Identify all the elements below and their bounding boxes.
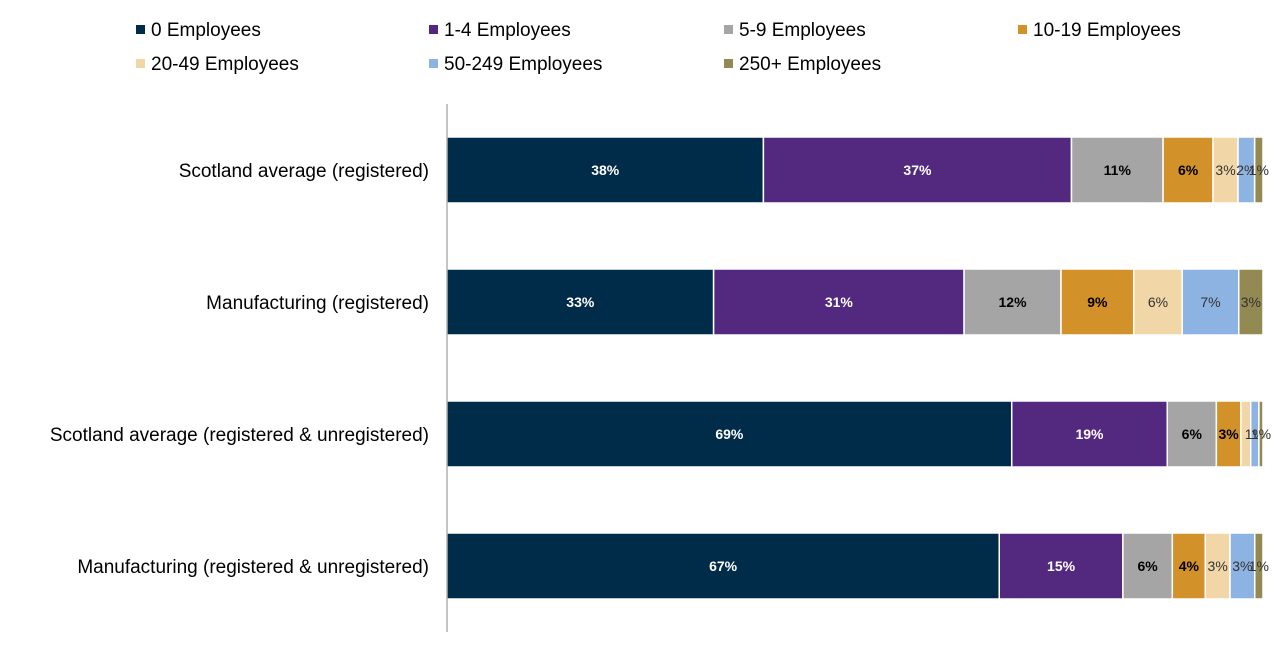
category-label: Manufacturing (registered & unregistered…	[77, 557, 429, 578]
legend-swatch	[724, 25, 733, 34]
legend-swatch	[724, 59, 733, 68]
legend-item: 0 Employees	[136, 20, 261, 41]
legend-item: 50-249 Employees	[429, 54, 602, 75]
legend: 0 Employees 1-4 Employees 5-9 Employees 10-…	[136, 20, 1181, 75]
bar-segment	[1253, 136, 1264, 204]
data-label: 19%	[1075, 426, 1104, 442]
bar-row: 67% 15% 6% 4% 3% 3%1%	[446, 532, 1269, 600]
legend-swatch	[136, 25, 145, 34]
bar-segment	[1070, 136, 1164, 204]
data-label: 2%	[1236, 162, 1256, 178]
data-label: 1%	[1249, 162, 1269, 178]
legend-item: 250+ Employees	[724, 54, 881, 75]
bar-segment	[712, 268, 965, 336]
data-label: 7%	[1200, 294, 1220, 310]
data-label: 31%	[825, 294, 854, 310]
bar-segment	[1215, 400, 1242, 468]
data-label: 3%	[1232, 558, 1252, 574]
bar-segment	[1229, 532, 1256, 600]
category-label: Scotland average (registered & unregiste…	[50, 425, 429, 446]
bar-segment	[1171, 532, 1207, 600]
bar-segment	[1060, 268, 1135, 336]
bar-segment	[963, 268, 1062, 336]
legend-label: 1-4 Employees	[444, 20, 571, 41]
bar-row: 69% 19% 6% 3% 1%1%	[446, 400, 1271, 468]
bar-segment	[1010, 400, 1168, 468]
data-label: 15%	[1047, 558, 1076, 574]
bar-segment	[1181, 268, 1240, 336]
bar-segment	[1212, 136, 1239, 204]
bar-segment	[998, 532, 1124, 600]
data-label: 3%	[1215, 162, 1235, 178]
legend-label: 50-249 Employees	[444, 54, 602, 75]
bar-segment	[1166, 400, 1218, 468]
bar-row: 33% 31% 12% 9% 6% 7% 3%	[446, 268, 1264, 336]
bar-segment	[1238, 268, 1264, 336]
data-label: 9%	[1087, 294, 1108, 310]
bar-segment	[1122, 532, 1174, 600]
data-label: 3%	[1208, 558, 1228, 574]
data-label: 12%	[999, 294, 1028, 310]
data-label: 6%	[1137, 558, 1158, 574]
legend-label: 250+ Employees	[739, 54, 881, 75]
data-label: 6%	[1182, 426, 1203, 442]
data-label: 11%	[1104, 162, 1132, 178]
bar-segment	[446, 136, 765, 204]
data-label: 37%	[903, 162, 932, 178]
data-label: 6%	[1178, 162, 1199, 178]
data-label: 4%	[1179, 558, 1200, 574]
data-label: 33%	[566, 294, 595, 310]
category-labels: Scotland average (registered) Manufacturi…	[50, 161, 429, 578]
bars: 38% 37% 11% 6% 3% 2%1%33% 31% 12% 9% 6% 7% 3%69% 19%…	[446, 136, 1271, 600]
legend-swatch	[429, 59, 438, 68]
legend-label: 20-49 Employees	[151, 54, 299, 75]
bar-segment	[1254, 532, 1264, 600]
category-label: Manufacturing (registered)	[206, 293, 429, 314]
bar-segment	[446, 268, 715, 336]
data-label: 38%	[591, 162, 620, 178]
legend-swatch	[429, 25, 438, 34]
legend-item: 10-19 Employees	[1018, 20, 1181, 41]
legend-item: 1-4 Employees	[429, 20, 571, 41]
bar-segment	[1132, 268, 1183, 336]
data-label: 1%	[1249, 558, 1269, 574]
bar-segment	[762, 136, 1073, 204]
data-label: 3%	[1241, 294, 1261, 310]
data-label: 3%	[1219, 426, 1240, 442]
legend-swatch	[1018, 25, 1027, 34]
legend-label: 10-19 Employees	[1033, 20, 1181, 41]
data-label: 1%	[1251, 426, 1271, 442]
legend-item: 20-49 Employees	[136, 54, 299, 75]
data-label: 67%	[709, 558, 738, 574]
legend-label: 5-9 Employees	[739, 20, 866, 41]
bar-segment	[446, 532, 1000, 600]
data-label: 6%	[1148, 294, 1168, 310]
bar-segment	[1258, 400, 1264, 468]
bar-row: 38% 37% 11% 6% 3% 2%1%	[446, 136, 1269, 204]
category-label: Scotland average (registered)	[179, 161, 429, 182]
legend-label: 0 Employees	[151, 20, 261, 41]
data-label: 69%	[715, 426, 744, 442]
legend-item: 5-9 Employees	[724, 20, 866, 41]
legend-swatch	[136, 59, 145, 68]
bar-segment	[446, 400, 1013, 468]
